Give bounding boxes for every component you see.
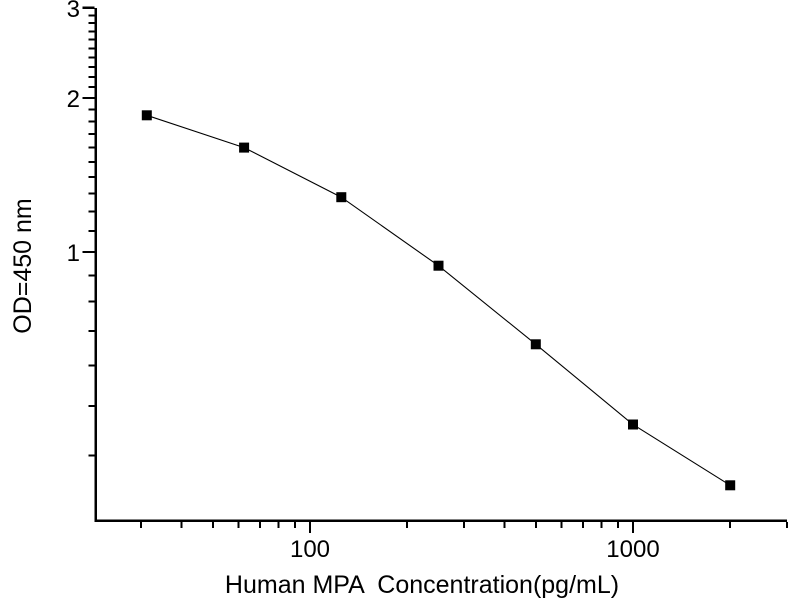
y-tick-label: 2 <box>67 86 80 113</box>
x-tick-label: 100 <box>290 536 330 563</box>
data-point-marker <box>433 260 444 271</box>
series-line <box>146 114 731 486</box>
data-series-layer <box>141 110 736 491</box>
data-point-marker <box>141 110 152 121</box>
y-tick-label: 3 <box>67 0 80 23</box>
data-point-marker <box>530 339 541 350</box>
data-point-marker <box>628 419 638 430</box>
data-point-marker <box>239 142 250 153</box>
data-point-marker <box>336 192 347 203</box>
x-tick-label: 1000 <box>606 536 659 563</box>
y-tick-label: 1 <box>67 240 80 267</box>
axes-layer: 100 1000 1 2 3 <box>67 0 789 563</box>
y-axis-title: OD=450 nm <box>9 198 37 334</box>
data-point-marker <box>725 480 736 491</box>
x-axis-title: Human MPA Concentration(pg/mL) <box>225 571 619 599</box>
